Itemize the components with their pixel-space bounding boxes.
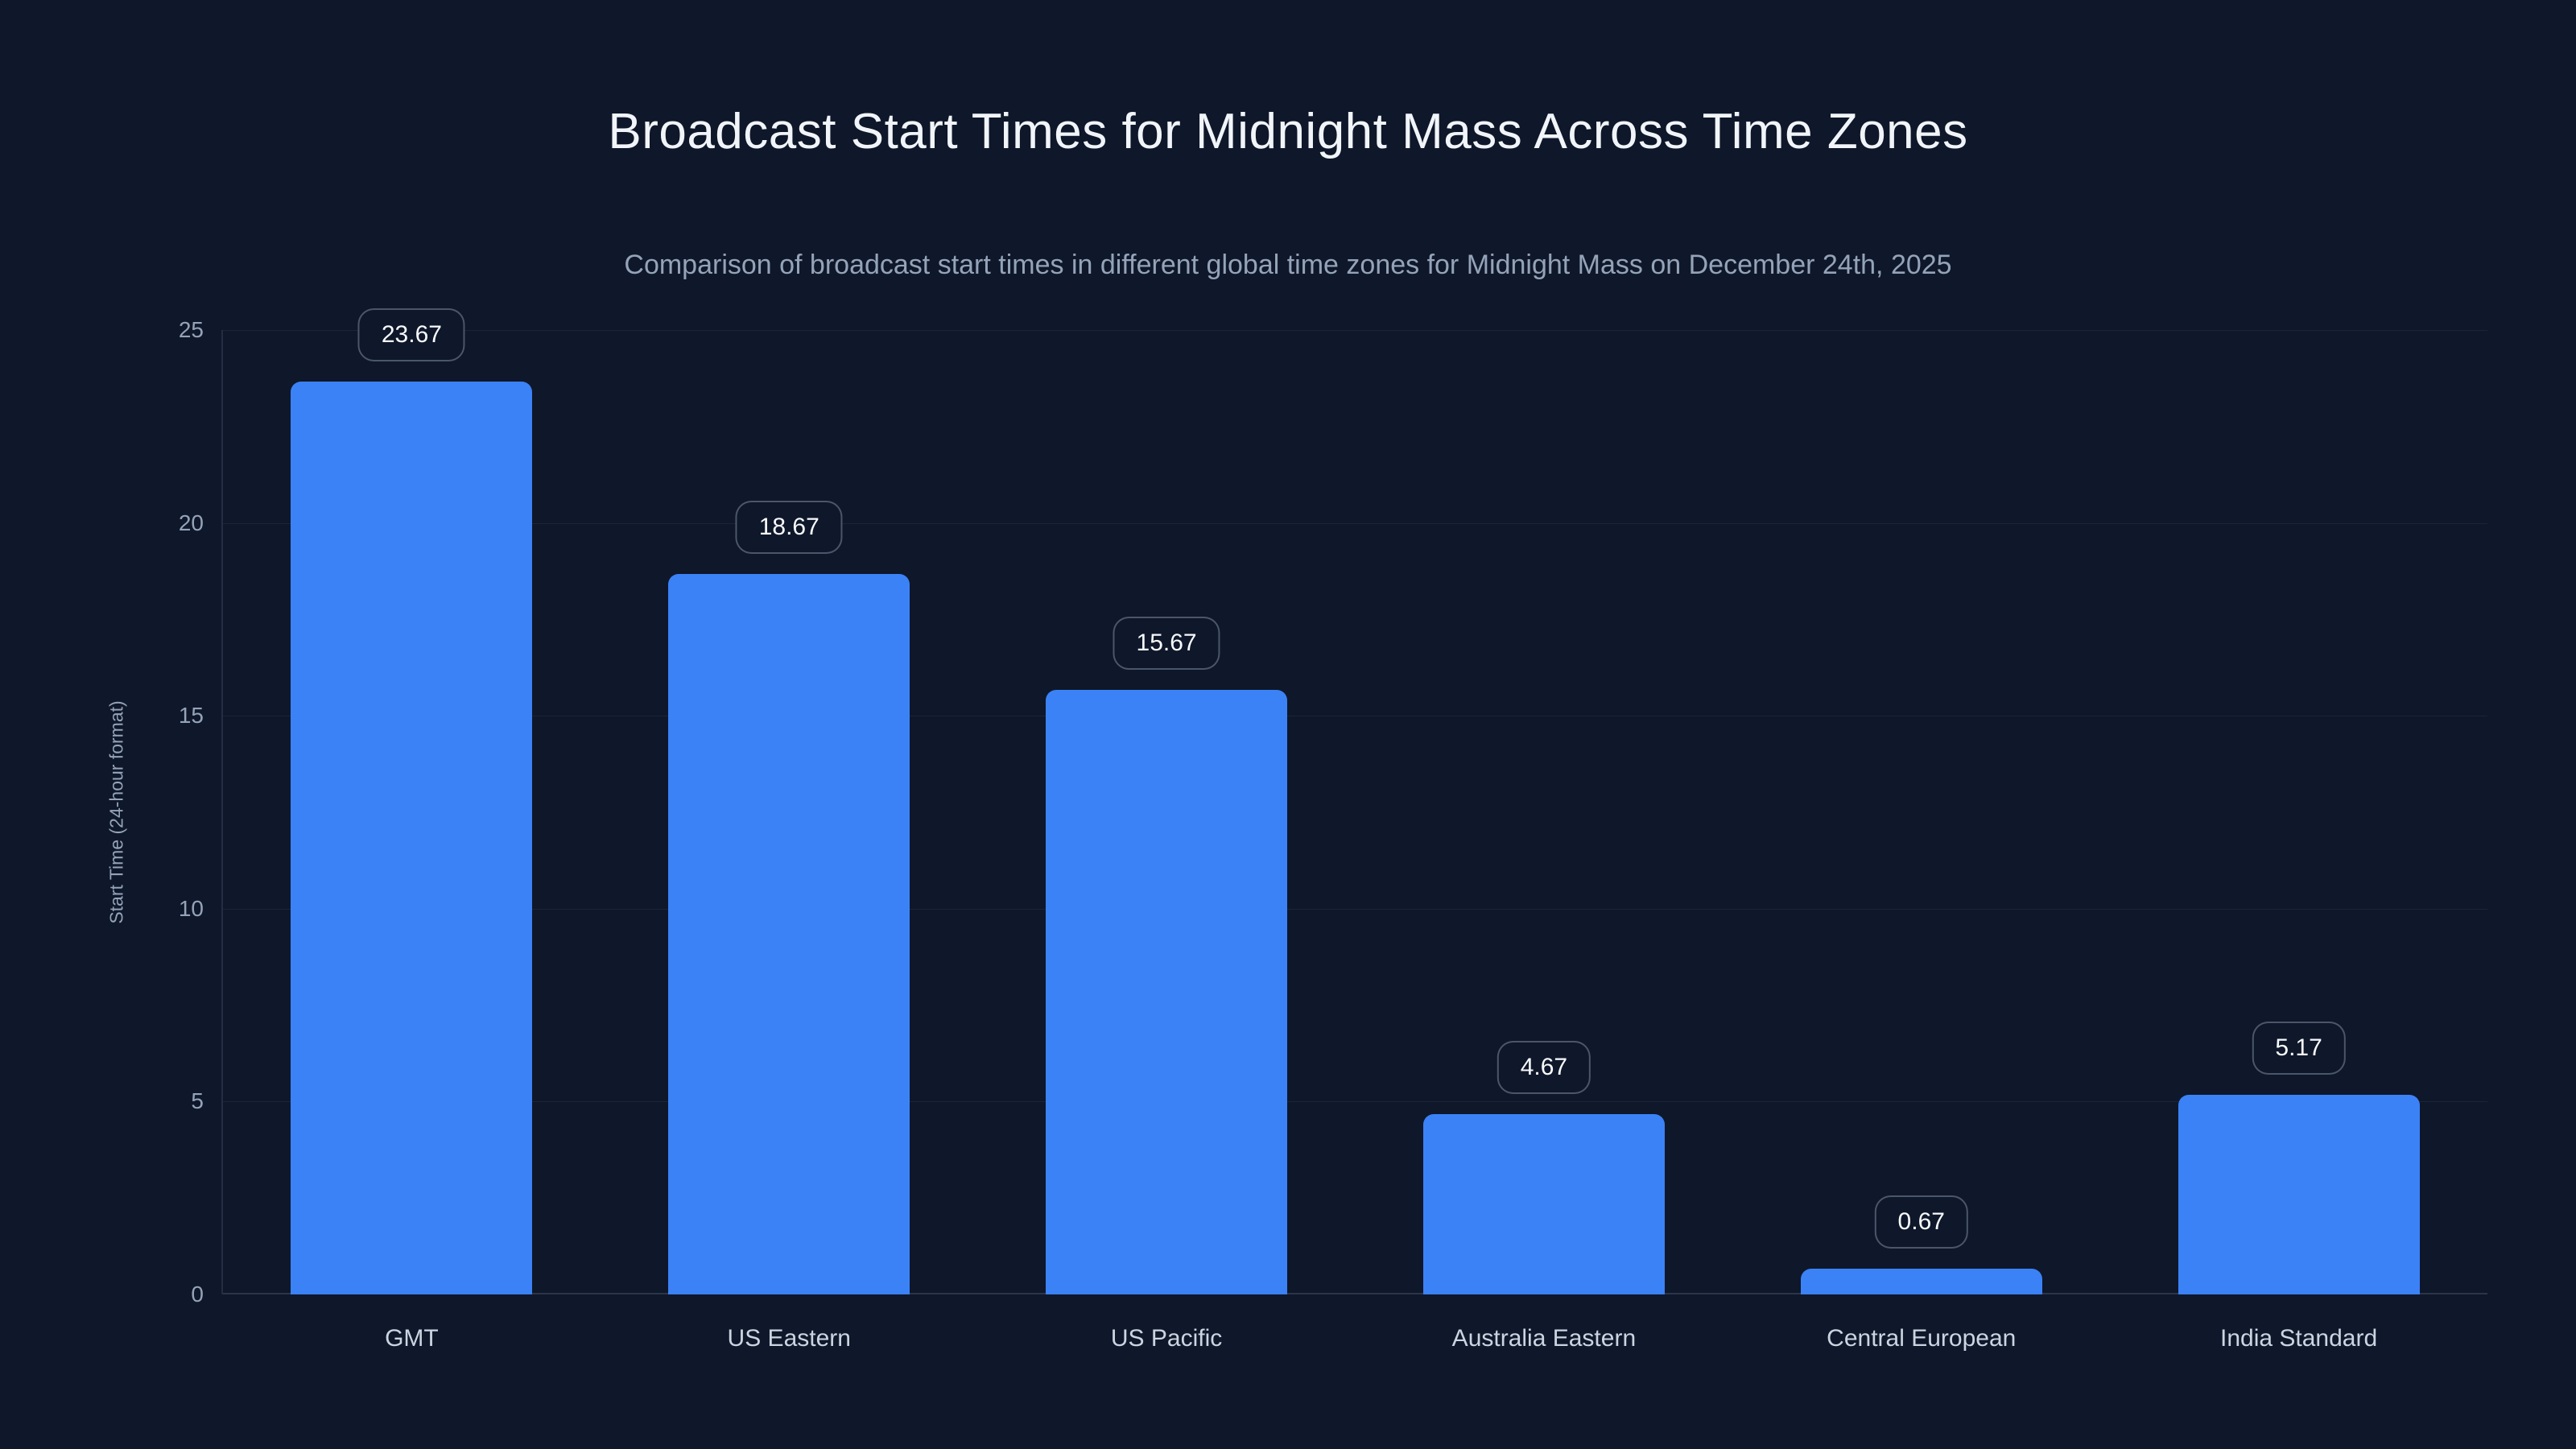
x-axis-label: US Eastern <box>727 1325 851 1352</box>
bar-us-eastern[interactable] <box>668 574 910 1294</box>
bar-value-badge: 23.67 <box>357 308 465 361</box>
y-tick-label: 0 <box>191 1282 204 1307</box>
y-axis-line <box>221 330 223 1294</box>
y-tick-label: 20 <box>178 510 204 535</box>
bar-australia-eastern[interactable] <box>1422 1114 1665 1294</box>
y-tick-label: 15 <box>178 703 204 729</box>
x-axis-label: Australia Eastern <box>1451 1325 1637 1352</box>
chart-subtitle: Comparison of broadcast start times in d… <box>624 250 1952 280</box>
chart-title: Broadcast Start Times for Midnight Mass … <box>608 104 1968 159</box>
y-tick-label: 10 <box>178 895 204 921</box>
x-axis-label: GMT <box>385 1325 439 1352</box>
gridline <box>223 1101 2487 1103</box>
bar-value-badge: 0.67 <box>1874 1195 1968 1249</box>
bar-value-badge: 4.67 <box>1496 1041 1591 1095</box>
plot-area: 0 5 10 15 20 25 23.67 GMT 18.67 US Eastern 15.67 US… <box>179 308 2487 1352</box>
x-axis-label: Central European <box>1827 1325 2017 1352</box>
bar-central-european[interactable] <box>1800 1268 2042 1294</box>
y-axis-title: Start Time (24-hour format) <box>105 700 127 924</box>
y-tick-label: 25 <box>178 317 204 342</box>
x-axis-label: India Standard <box>2220 1325 2378 1352</box>
gridline <box>223 330 2487 331</box>
bar-value-badge: 5.17 <box>2252 1022 2346 1075</box>
y-tick-label: 5 <box>191 1088 204 1114</box>
bar-value-badge: 18.67 <box>735 501 843 555</box>
gridline <box>223 522 2487 524</box>
bar-value-badge: 15.67 <box>1113 617 1220 671</box>
gridline <box>223 908 2487 910</box>
bar-gmt[interactable] <box>291 381 533 1294</box>
x-axis-label: US Pacific <box>1110 1325 1223 1352</box>
x-axis-baseline <box>223 1293 2487 1294</box>
bar-us-pacific[interactable] <box>1046 690 1288 1294</box>
bar-india-standard[interactable] <box>2178 1095 2420 1294</box>
